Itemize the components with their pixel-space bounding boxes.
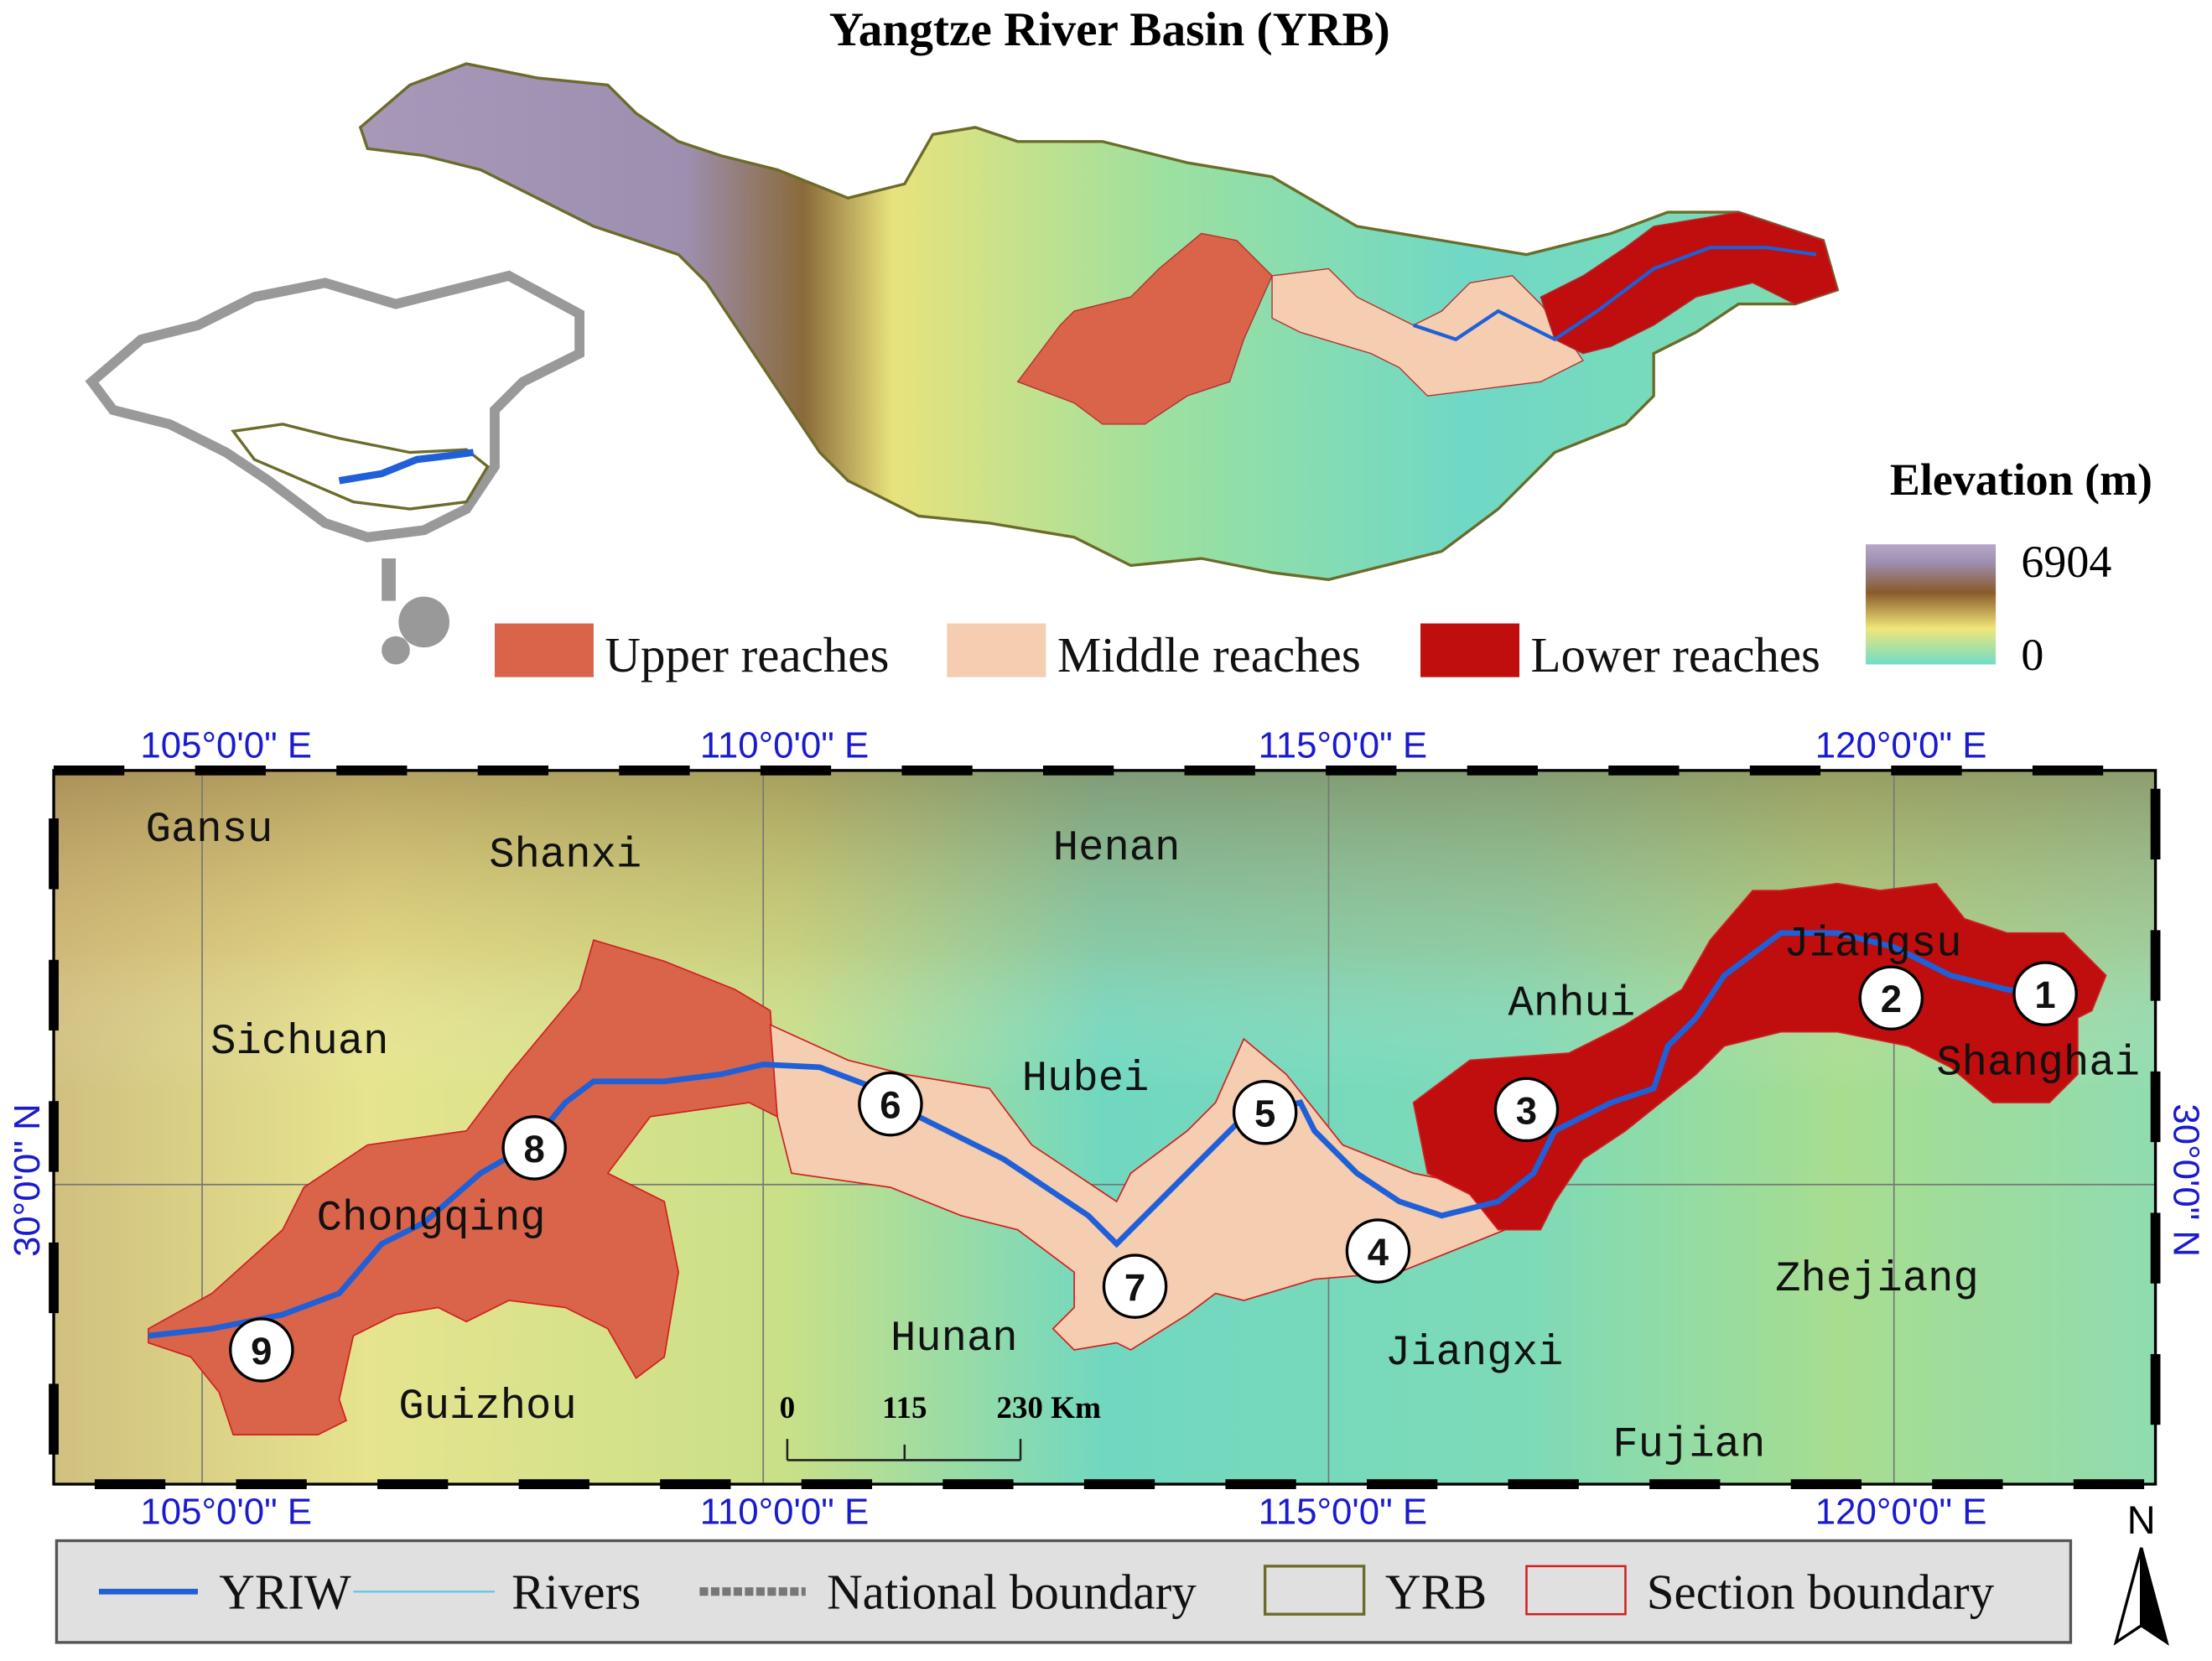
section-number: 4 (1368, 1231, 1389, 1274)
legend-label: Upper reaches (605, 627, 889, 683)
scale-label: 0 (780, 1391, 796, 1425)
inset-map (85, 270, 585, 665)
province-label: Shanxi (489, 832, 641, 880)
province-label: Guizhou (398, 1383, 576, 1431)
elevation-title: Elevation (m) (1890, 454, 2152, 505)
scale-bar (786, 1439, 1022, 1461)
province-label: Jiangsu (1784, 921, 1961, 969)
scale-label: 115 (882, 1391, 927, 1425)
legend-yrb (1263, 1565, 1366, 1616)
inset-river (338, 449, 475, 485)
islands (382, 558, 450, 665)
section-marker (1345, 1218, 1411, 1284)
province-label: Gansu (146, 807, 273, 854)
coord-bottom: 105°0'0" E (140, 1491, 312, 1532)
province-label: Zhejiang (1775, 1256, 1979, 1304)
top-river (1412, 246, 1817, 342)
legend-section (1525, 1565, 1627, 1616)
coord-top: 115°0'0" E (1259, 725, 1427, 766)
section-number: 3 (1516, 1089, 1537, 1132)
coord-top: 120°0'0" E (1815, 725, 1987, 766)
title: Yangtze River Basin (YRB) (829, 3, 1390, 56)
elevation-bar (1866, 544, 1997, 665)
section-marker (1493, 1077, 1560, 1143)
legend-label: National boundary (827, 1564, 1197, 1619)
section-marker (229, 1317, 294, 1383)
section-number: 2 (1881, 978, 1902, 1020)
section-number: 9 (251, 1330, 272, 1373)
legend-label: YRB (1385, 1564, 1487, 1619)
legend-swatch (1420, 623, 1520, 677)
province-label: Sichuan (210, 1019, 388, 1067)
legend-swatch (494, 623, 594, 677)
coord-bottom: 120°0'0" E (1815, 1491, 1987, 1532)
reach (769, 1023, 1528, 1351)
elevation-max: 6904 (2021, 537, 2111, 587)
north-label: N (2127, 1498, 2156, 1543)
section-marker (858, 1071, 923, 1137)
scale-label: 230 Km (996, 1391, 1101, 1425)
section-marker (1232, 1080, 1298, 1145)
province-label: Henan (1053, 825, 1181, 873)
legend-swatch (947, 623, 1046, 677)
legend-label: Rivers (511, 1564, 641, 1619)
province-label: Chongqing (317, 1196, 546, 1243)
province-label: Fujian (1612, 1421, 1765, 1469)
elevation-min: 0 (2021, 630, 2043, 680)
coord-top: 105°0'0" E (140, 725, 312, 766)
main-map: 105°0'0" E 105°0'0" E 110°0'0" E 110°0'0" E… (7, 725, 2206, 1533)
legend-label: Lower reaches (1531, 627, 1821, 683)
coord-bottom: 115°0'0" E (1259, 1491, 1427, 1532)
province-label: Hunan (891, 1316, 1018, 1363)
coord-top: 110°0'0" E (700, 725, 869, 766)
province-label: Hubei (1022, 1056, 1150, 1103)
section-marker (1102, 1254, 1168, 1319)
inset-basin (231, 423, 490, 511)
coord-bottom: 110°0'0" E (700, 1491, 869, 1532)
legend-label: Middle reaches (1057, 627, 1361, 683)
section-marker (501, 1115, 567, 1181)
china-outline (85, 270, 585, 542)
relief (54, 770, 2156, 1485)
section-number: 7 (1124, 1266, 1145, 1309)
section-number: 6 (880, 1084, 901, 1127)
province-label: Shanghai (1936, 1040, 2140, 1087)
north-arrow-left (2113, 1547, 2143, 1646)
legend-label: YRIW (219, 1564, 351, 1619)
north-arrow-right (2140, 1547, 2169, 1646)
province-label: Anhui (1508, 980, 1636, 1028)
section-number: 1 (2034, 973, 2055, 1016)
coord-left: 30°0'0" N (7, 1103, 48, 1257)
section-number: 5 (1254, 1093, 1275, 1135)
legend-label: Section boundary (1647, 1564, 1995, 1619)
section-marker (1858, 965, 1924, 1031)
reach (1412, 882, 2107, 1231)
section-number: 8 (524, 1128, 545, 1170)
frame-ticks (49, 765, 2161, 1490)
coord-right: 30°0'0" N (2165, 1103, 2206, 1257)
section-marker (2012, 961, 2078, 1026)
province-label: Jiangxi (1385, 1330, 1563, 1378)
